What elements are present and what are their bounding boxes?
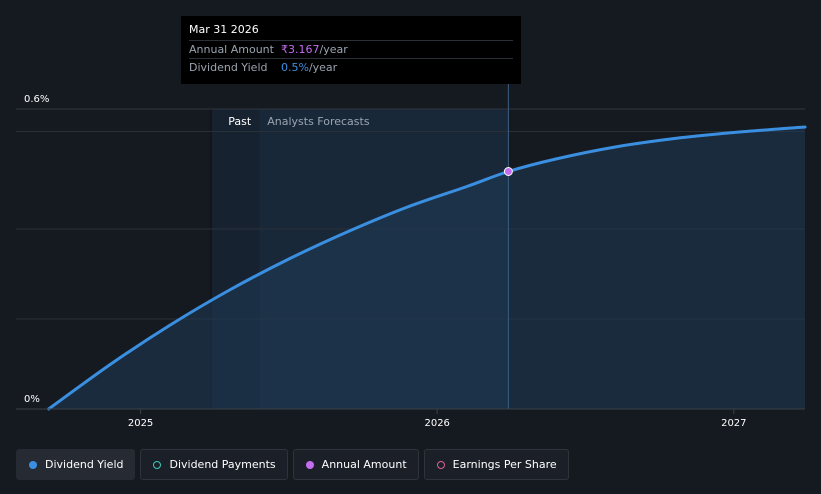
legend-earnings-per-share[interactable]: Earnings Per Share <box>423 449 569 480</box>
dividend-yield-line <box>47 125 807 411</box>
legend-label: Annual Amount <box>321 458 407 471</box>
data-tooltip: Mar 31 2026 Annual Amount ₹3.167 /year D… <box>181 16 521 84</box>
chart-legend: Dividend Yield Dividend Payments Annual … <box>16 449 569 480</box>
tooltip-date: Mar 31 2026 <box>189 21 513 41</box>
tooltip-value: ₹3.167 <box>281 43 320 56</box>
ring-dot-icon <box>153 460 162 469</box>
x-tick-label: 2027 <box>721 418 746 429</box>
tooltip-value: 0.5% <box>281 61 309 74</box>
legend-dividend-yield[interactable]: Dividend Yield <box>16 449 136 480</box>
x-tick-label: 2026 <box>424 418 449 429</box>
region-label-forecast: Analysts Forecasts <box>267 115 370 128</box>
y-tick-label: 0% <box>24 394 40 405</box>
tooltip-label: Dividend Yield <box>189 61 268 74</box>
dividend-yield-area <box>48 127 806 409</box>
tooltip-label: Annual Amount <box>189 43 274 56</box>
tooltip-row-annual-amount: Annual Amount ₹3.167 /year <box>189 41 513 59</box>
highlight-point <box>503 167 513 176</box>
x-tick-label: 2025 <box>128 418 153 429</box>
filled-dot-icon <box>305 460 314 469</box>
legend-label: Dividend Yield <box>45 458 124 471</box>
tooltip-row-dividend-yield: Dividend Yield 0.5% /year <box>189 59 513 76</box>
tooltip-unit: /year <box>319 43 348 56</box>
legend-annual-amount[interactable]: Annual Amount <box>292 449 419 480</box>
history-band <box>210 109 212 409</box>
dividend-yield-chart: 2025 2026 2027 0% 0.6% Past Analysts Forecasts <box>16 84 807 429</box>
ring-dot-icon <box>436 460 445 469</box>
tooltip-unit: /year <box>308 61 338 74</box>
region-label-past: Past <box>228 115 252 128</box>
legend-label: Earnings Per Share <box>452 458 557 471</box>
legend-dividend-payments[interactable]: Dividend Payments <box>140 449 288 480</box>
legend-label: Dividend Payments <box>169 458 276 471</box>
filled-dot-icon <box>29 460 37 469</box>
y-tick-label: 0.6% <box>24 94 49 105</box>
